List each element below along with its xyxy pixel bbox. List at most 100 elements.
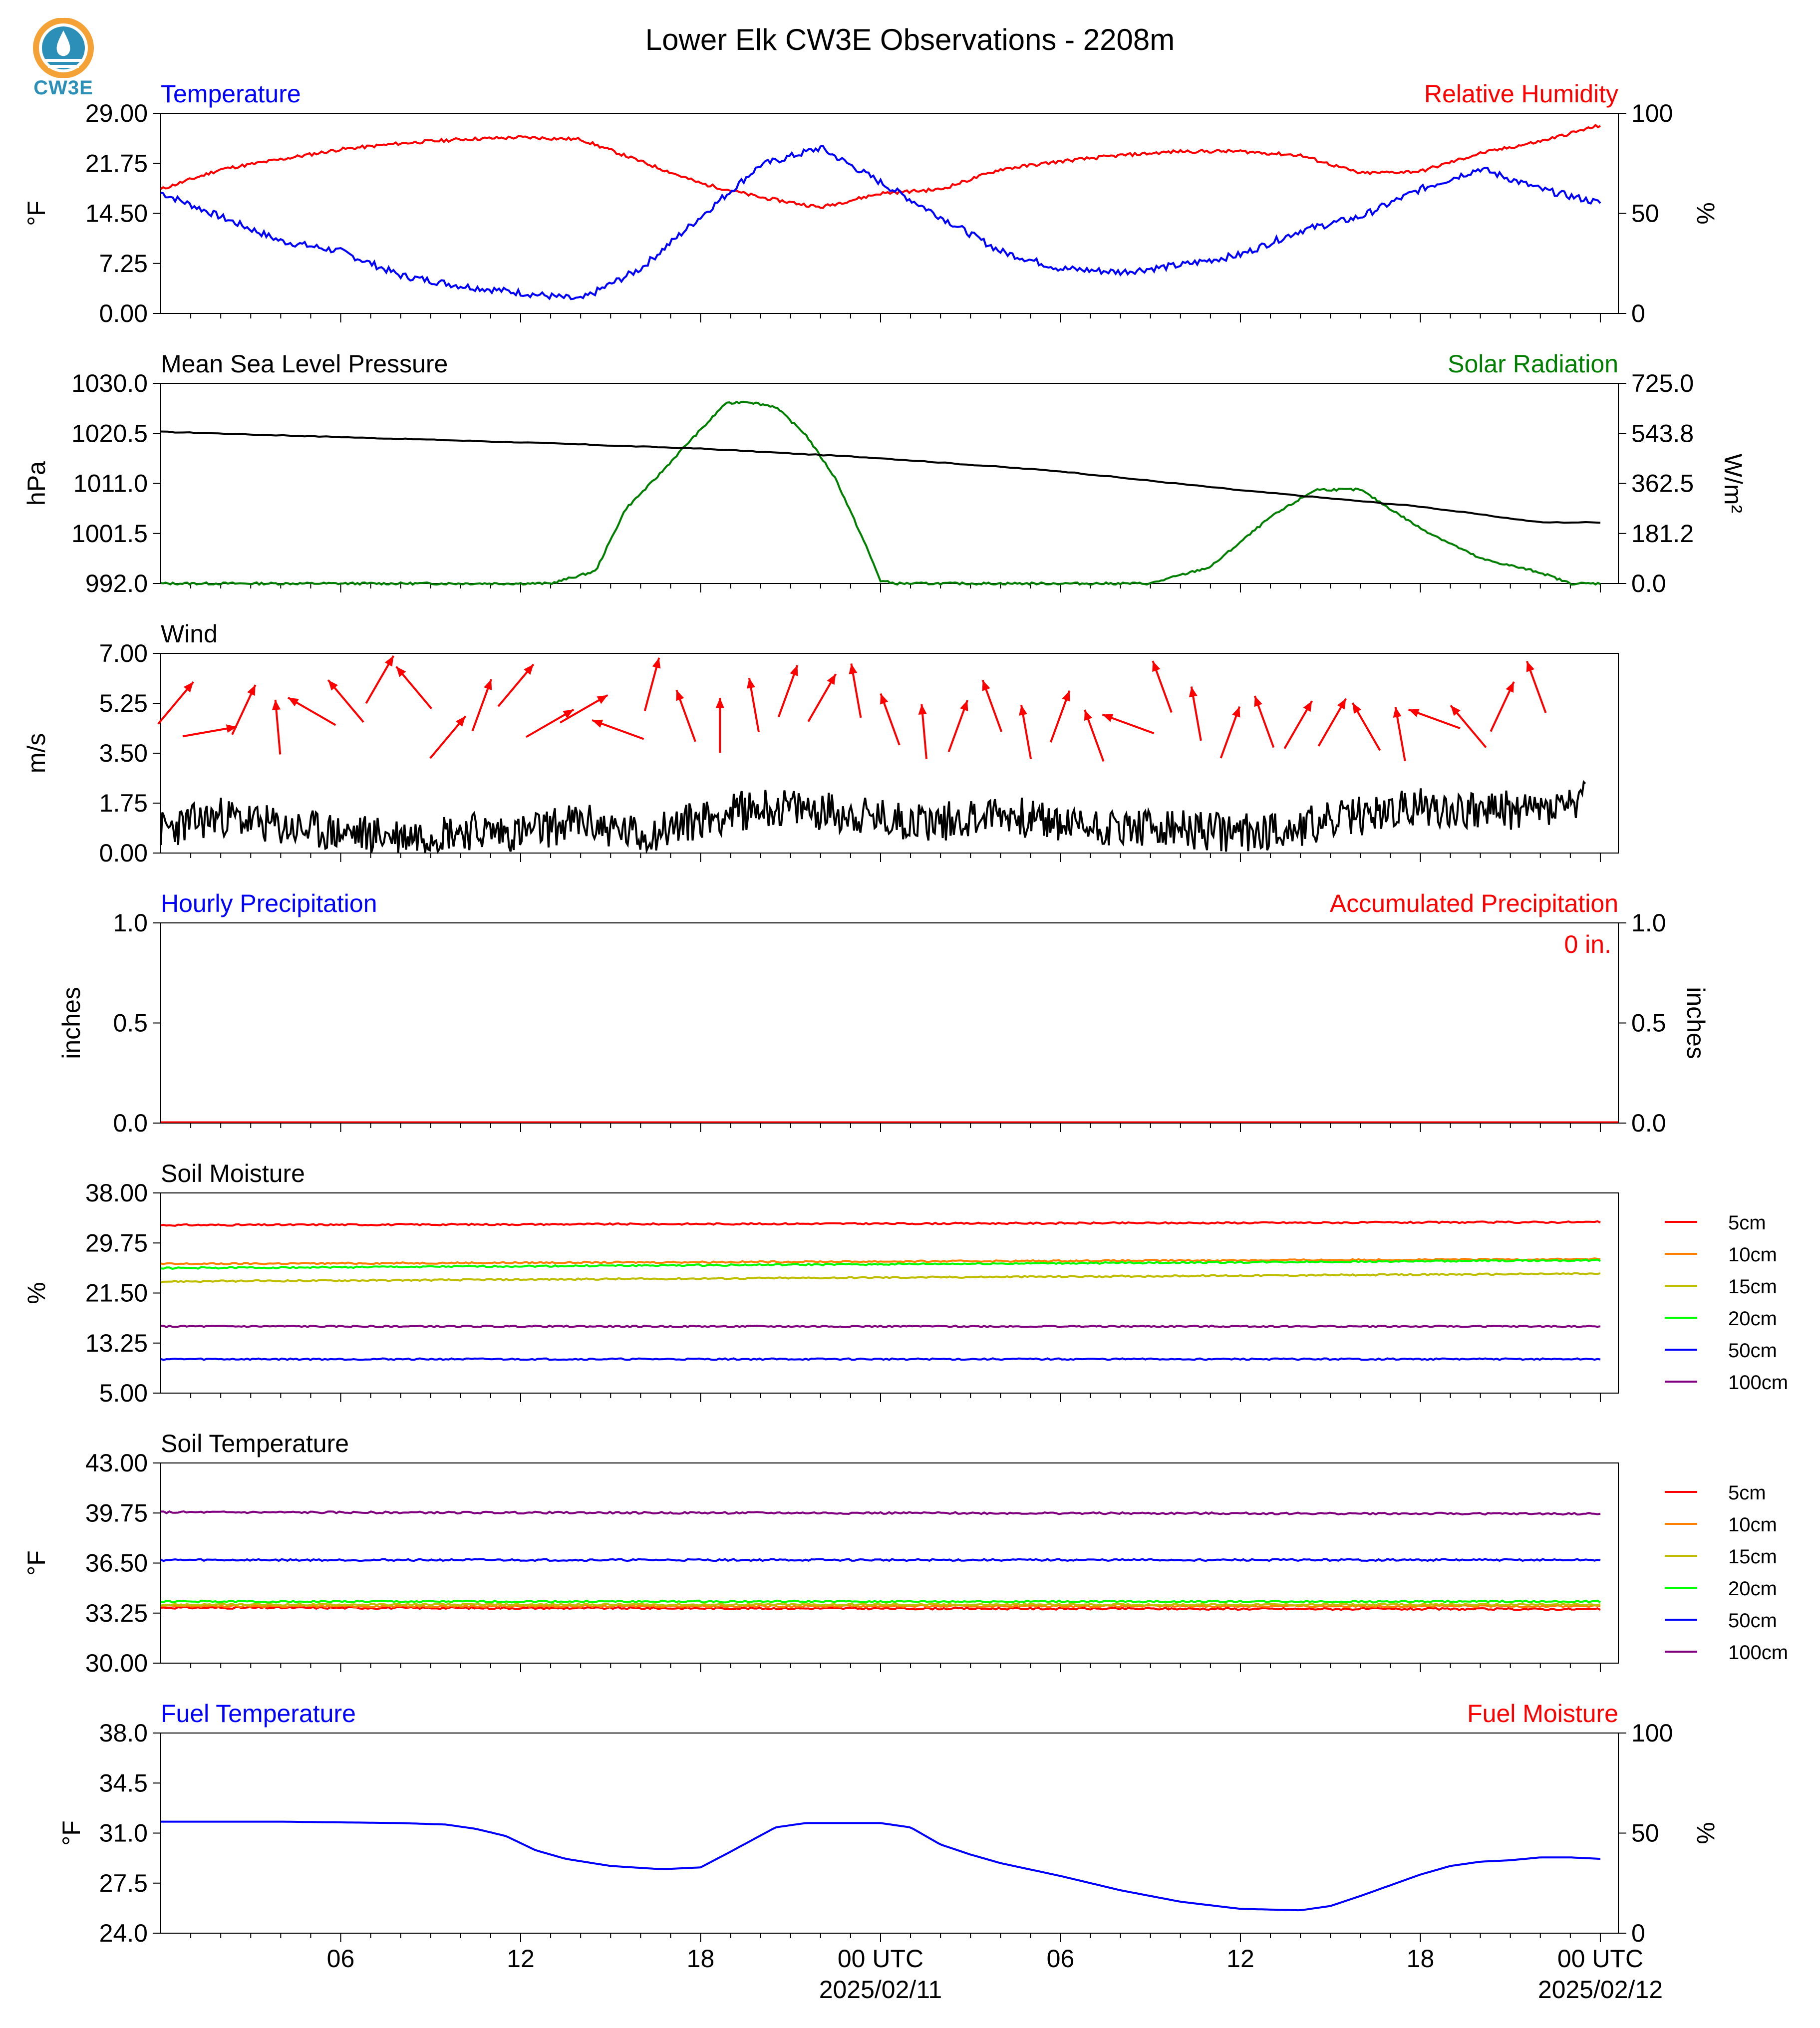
wind-arrow-head	[1303, 701, 1312, 712]
wind-arrow-head	[1337, 698, 1346, 710]
soil_temp-left-tick-label: 43.00	[85, 1449, 148, 1477]
temp_rh-right-tick-label: 100	[1631, 99, 1673, 127]
cw3e-logo: CW3E	[31, 17, 96, 105]
fuel-right-unit: %	[1692, 1822, 1720, 1844]
soil-series-line	[160, 1324, 1601, 1328]
soil_moisture-left-tick-label: 13.25	[85, 1329, 148, 1357]
wind-arrow-head	[484, 679, 492, 690]
wind-arrow-head	[982, 680, 990, 691]
pressure_solar-right-tick-label: 543.8	[1631, 419, 1694, 447]
precip-right-tick-label: 0.0	[1631, 1109, 1666, 1137]
wind-arrow-head	[960, 700, 968, 711]
wind-left-tick-label: 0.00	[99, 839, 148, 867]
wind-arrow-head	[1102, 714, 1114, 722]
pressure_solar-left-tick-label: 992.0	[85, 570, 148, 597]
legend-label: 10cm	[1728, 1244, 1777, 1266]
wind-arrow-head	[918, 704, 927, 715]
solar-radiation-series-line	[160, 400, 1601, 586]
wind-arrow-head	[288, 697, 299, 707]
soil-series-line	[160, 1357, 1601, 1361]
pressure_solar-right-tick-label: 362.5	[1631, 470, 1694, 498]
legend-label: 5cm	[1728, 1482, 1766, 1504]
wind-arrow-head	[849, 663, 858, 674]
fuel-left-tick-label: 24.0	[99, 1919, 148, 1947]
wind-arrow-head	[1152, 661, 1161, 672]
logo-drop-icon	[33, 17, 94, 78]
x-date-label: 2025/02/11	[819, 1976, 942, 2004]
x-tick-label: 06	[1047, 1945, 1075, 1973]
soil-series-line	[160, 1602, 1601, 1607]
precip-left-tick-label: 0.5	[113, 1009, 148, 1037]
wind-arrow-head	[226, 724, 237, 733]
wind-arrow-head	[1084, 710, 1093, 721]
wind-arrow-head	[1352, 703, 1362, 714]
wind-left-tick-label: 1.75	[99, 789, 148, 817]
pressure_solar-right-tick-label: 725.0	[1631, 369, 1694, 397]
temp_rh-right-tick-label: 0	[1631, 299, 1645, 327]
fuel-temperature-series-line	[161, 1820, 1601, 1912]
wind-arrow-head	[1393, 707, 1402, 718]
wind-arrow-head	[272, 699, 281, 710]
wind-left-tick-label: 7.00	[99, 639, 148, 667]
fuel-right-tick-label: 0	[1631, 1919, 1645, 1947]
wind-arrow-head	[597, 695, 608, 704]
x-tick-label: 00 UTC	[1557, 1945, 1643, 1973]
pressure_solar-left-title: Mean Sea Level Pressure	[161, 350, 448, 378]
wind-arrow-head	[652, 657, 661, 669]
legend-label: 100cm	[1728, 1642, 1788, 1664]
wind-arrow-head	[1232, 706, 1240, 718]
fuel-right-tick-label: 50	[1631, 1819, 1659, 1847]
x-tick-label: 12	[507, 1945, 535, 1973]
pressure_solar-right-unit: W/m²	[1719, 454, 1747, 513]
legend-label: 5cm	[1728, 1212, 1766, 1234]
temp_rh-left-title: Temperature	[161, 80, 301, 108]
soil_moisture-left-tick-label: 29.75	[85, 1229, 148, 1257]
pressure_solar-left-tick-label: 1030.0	[71, 369, 148, 397]
panels-group: Temperature Relative Humidity 29.00 21.75 14…	[22, 80, 1788, 2004]
soil_moisture-panel: Soil Moisture 38.00 29.75 21.50 13.25 5.00% 5c…	[22, 1159, 1788, 1407]
x-date-label: 2025/02/12	[1538, 1976, 1663, 2004]
temp_rh-frame	[160, 113, 1619, 314]
soil_moisture-left-title: Soil Moisture	[161, 1159, 305, 1187]
soil-series-line	[160, 1510, 1601, 1516]
soil_temp-left-tick-label: 30.00	[85, 1649, 148, 1677]
pressure_solar-frame	[160, 383, 1619, 584]
wind-arrow-head	[880, 693, 889, 705]
fuel-left-tick-label: 31.0	[99, 1819, 148, 1847]
pressure_solar-panel: Mean Sea Level Pressure Solar Radiation 10…	[22, 350, 1747, 597]
logo-text: CW3E	[33, 77, 93, 99]
wind-arrow-head	[827, 674, 836, 685]
precip-right-tick-label: 0.5	[1631, 1009, 1666, 1037]
fuel-left-title: Fuel Temperature	[161, 1700, 356, 1728]
precip-left-tick-label: 0.0	[113, 1109, 148, 1137]
temp_rh-left-tick-label: 29.00	[85, 99, 148, 127]
wind-arrow-head	[1451, 705, 1461, 716]
precip-right-unit: inches	[1682, 987, 1710, 1059]
fuel-right-tick-label: 100	[1631, 1719, 1673, 1747]
pressure_solar-right-tick-label: 181.2	[1631, 520, 1694, 548]
wind-arrow-head	[1408, 709, 1420, 717]
temp_rh-left-tick-label: 0.00	[99, 299, 148, 327]
fuel-right-title: Fuel Moisture	[1467, 1700, 1618, 1728]
soil_moisture-left-tick-label: 21.50	[85, 1279, 148, 1307]
soil-series-line	[160, 1604, 1601, 1608]
soil_temp-left-tick-label: 39.75	[85, 1499, 148, 1527]
legend-label: 50cm	[1728, 1610, 1777, 1632]
wind-arrow-head	[524, 664, 534, 675]
soil_moisture-left-unit: %	[22, 1282, 50, 1304]
pressure_solar-left-tick-label: 1020.5	[71, 419, 148, 447]
precip-right-tick-label: 1.0	[1631, 909, 1666, 937]
soil_temp-left-unit: °F	[22, 1550, 50, 1576]
wind-arrow-head	[1019, 705, 1027, 716]
fuel-left-unit: °F	[57, 1820, 85, 1846]
wind-arrow-head	[1526, 661, 1534, 672]
temp_rh-right-unit: %	[1692, 202, 1720, 224]
pressure_solar-left-unit: hPa	[22, 461, 50, 506]
wind-arrow-head	[384, 655, 394, 667]
legend-label: 10cm	[1728, 1514, 1777, 1536]
temperature-series-line	[160, 145, 1601, 300]
temp_rh-panel: Temperature Relative Humidity 29.00 21.75 14…	[22, 80, 1720, 327]
wind-arrow-head	[1189, 686, 1198, 697]
wind-frame	[160, 653, 1619, 854]
